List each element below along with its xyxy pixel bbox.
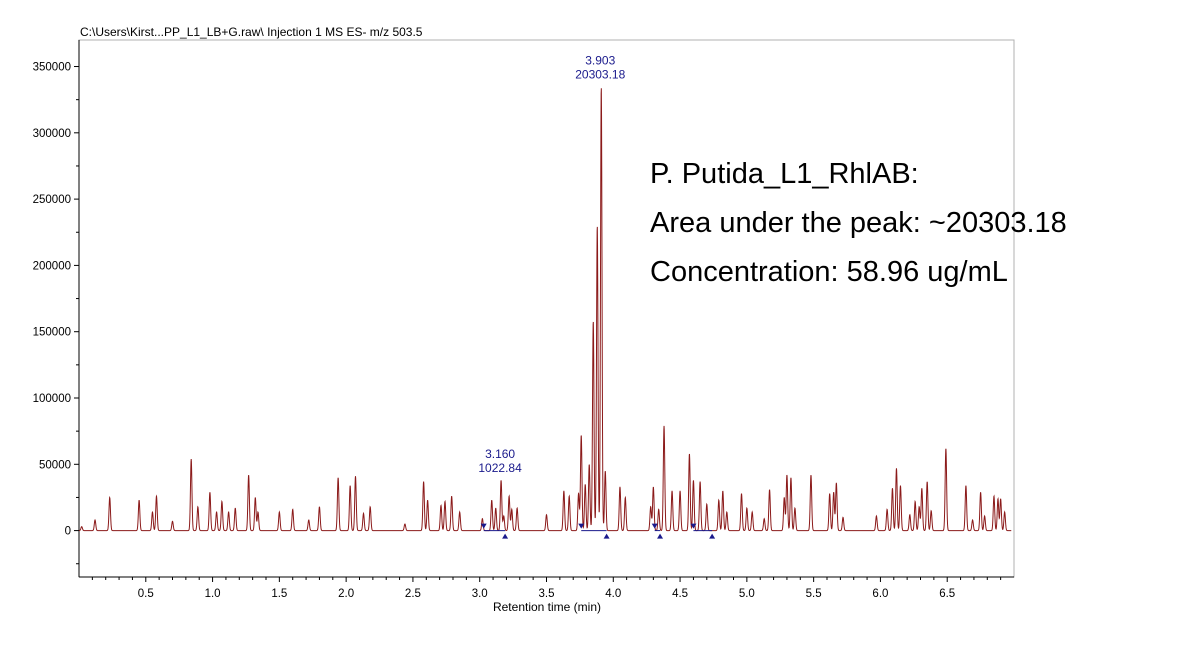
x-tick-label: 2.0 bbox=[338, 588, 354, 600]
annotation-box: P. Putida_L1_RhlAB: Area under the peak:… bbox=[650, 150, 1067, 297]
y-tick-label: 300000 bbox=[33, 128, 71, 140]
axes: 0 50000 100000 150000 200000 250000 300000 3500… bbox=[33, 40, 1014, 600]
x-axis-title: Retention time (min) bbox=[493, 600, 601, 614]
integration-marker bbox=[480, 523, 487, 529]
x-tick-label: 4.5 bbox=[672, 588, 688, 600]
y-tick-label: 100000 bbox=[33, 393, 71, 405]
y-tick-label: 50000 bbox=[39, 459, 71, 471]
x-tick-label: 6.0 bbox=[872, 588, 888, 600]
integration-marker bbox=[578, 523, 585, 529]
peak-rt-label: 3.903 bbox=[585, 53, 615, 67]
x-tick-label: 6.5 bbox=[939, 588, 955, 600]
integration-markers bbox=[480, 523, 716, 539]
y-tick-label: 0 bbox=[65, 526, 71, 538]
x-tick-label: 0.5 bbox=[138, 588, 154, 600]
y-tick-label: 200000 bbox=[33, 260, 71, 272]
peak-area-label: 1022.84 bbox=[478, 461, 522, 475]
integration-marker bbox=[651, 523, 658, 529]
integration-marker bbox=[603, 533, 610, 539]
x-tick-label: 3.0 bbox=[472, 588, 488, 600]
integration-marker bbox=[690, 523, 697, 529]
y-tick-label: 350000 bbox=[33, 62, 71, 74]
peak-area-label: 20303.18 bbox=[575, 67, 625, 81]
x-tick-label: 4.0 bbox=[605, 588, 621, 600]
y-tick-label: 250000 bbox=[33, 194, 71, 206]
plot-frame bbox=[78, 39, 1015, 578]
x-tick-label: 1.5 bbox=[271, 588, 287, 600]
file-title: C:\Users\Kirst...PP_L1_LB+G.raw\ Injecti… bbox=[80, 25, 423, 39]
x-tick-label: 5.0 bbox=[739, 588, 755, 600]
chromatogram-trace bbox=[78, 88, 1012, 532]
x-tick-label: 5.5 bbox=[806, 588, 822, 600]
y-tick-label: 150000 bbox=[33, 327, 71, 339]
plot-area bbox=[78, 39, 1015, 578]
annotation-peak-area: Area under the peak: ~20303.18 bbox=[650, 207, 1067, 239]
x-tick-label: 2.5 bbox=[405, 588, 421, 600]
integration-marker bbox=[502, 533, 509, 539]
peak-rt-label: 3.160 bbox=[485, 447, 515, 461]
annotation-concentration: Concentration: 58.96 ug/mL bbox=[650, 256, 1008, 288]
integration-marker bbox=[657, 533, 664, 539]
annotation-sample-name: P. Putida_L1_RhlAB: bbox=[650, 158, 919, 190]
x-tick-label: 3.5 bbox=[539, 588, 555, 600]
integration-marker bbox=[709, 533, 716, 539]
x-tick-label: 1.0 bbox=[205, 588, 221, 600]
trace-line bbox=[78, 88, 1012, 532]
